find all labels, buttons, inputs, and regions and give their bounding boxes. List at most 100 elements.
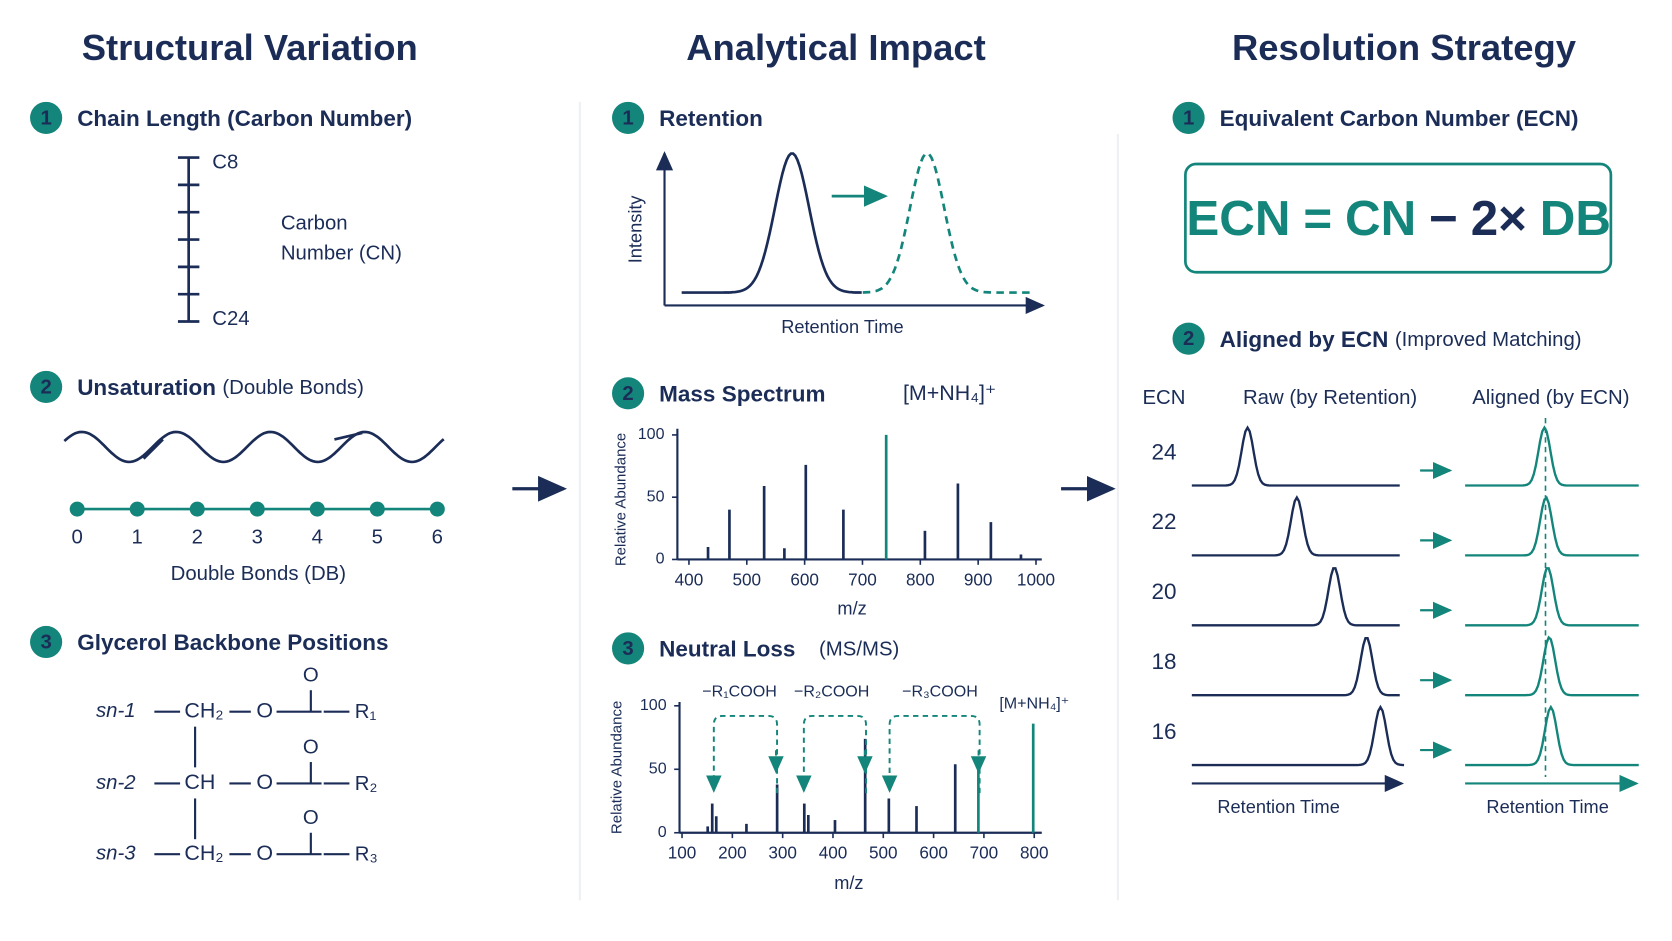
heading-text: Retention	[659, 106, 763, 131]
step-badge	[612, 632, 645, 665]
heading-text: Neutral Loss	[659, 636, 795, 661]
x-tick-label: 700	[970, 843, 999, 863]
db-tick-label: 6	[432, 526, 443, 548]
peak	[681, 152, 862, 294]
formula-box	[1184, 162, 1613, 274]
raw-peak	[1191, 495, 1400, 557]
x-tick-label: 900	[964, 569, 993, 589]
section-heading: Mass Spectrum	[659, 381, 825, 406]
step-number: 2	[40, 376, 51, 398]
loss-label: [M+NH₄]⁺	[999, 694, 1069, 712]
ecn-label: 18	[1151, 649, 1176, 674]
raw-peak	[1191, 425, 1400, 487]
step-number: 3	[40, 631, 51, 653]
step-badge	[1172, 322, 1205, 355]
x-tick-label: 400	[675, 569, 704, 589]
axis-label: Relative Abundance	[608, 701, 625, 834]
oxygen: O	[256, 770, 273, 794]
loss-label: −R₁COOH	[702, 683, 777, 701]
y-tick-label: 50	[647, 487, 665, 505]
db-tick-label: 3	[252, 526, 263, 548]
x-tick-label: 400	[819, 843, 848, 863]
column-title: Structural Variation	[82, 27, 418, 68]
heading-note: (Improved Matching)	[1395, 329, 1582, 351]
db-dot	[429, 501, 445, 517]
aligned-peak	[1465, 495, 1639, 557]
y-tick-label: 100	[638, 425, 665, 443]
x-tick-label: 800	[906, 569, 935, 589]
loss-arrow	[796, 714, 867, 794]
step-badge	[612, 377, 645, 410]
group: CH₂	[184, 841, 223, 865]
step-number: 1	[1183, 107, 1194, 129]
y-tick-label: 0	[656, 550, 665, 568]
axis-label: Intensity	[625, 195, 645, 264]
label: Aligned (by ECN)	[1472, 387, 1629, 409]
step-number: 1	[622, 107, 633, 129]
x-tick-label: 100	[668, 843, 697, 863]
heading-text: Unsaturation	[77, 375, 216, 400]
step-number: 2	[1183, 328, 1194, 350]
axis-label: Retention Time	[1217, 797, 1339, 817]
formula-part: CN	[1345, 191, 1416, 246]
x-tick-label: 1000	[1017, 569, 1055, 589]
aligned-peak	[1465, 567, 1639, 627]
heading-text: Aligned by ECN	[1220, 327, 1389, 352]
y-tick-label: 50	[649, 760, 667, 778]
formula-part: ECN	[1186, 191, 1290, 246]
step-badge	[1172, 101, 1205, 134]
formula-part: DB	[1540, 191, 1611, 246]
step-badge	[30, 370, 63, 403]
label: Carbon	[281, 212, 348, 234]
x-tick-label: 600	[919, 843, 948, 863]
db-dot	[129, 501, 145, 517]
db-dot	[189, 501, 205, 517]
chain: R₁	[355, 701, 377, 723]
section-heading: Chain Length (Carbon Number)	[77, 106, 412, 131]
ecn-label: 16	[1151, 719, 1176, 744]
heading-note: (Double Bonds)	[222, 377, 363, 399]
heading-note: (MS/MS)	[819, 639, 899, 661]
db-tick-label: 2	[192, 526, 203, 548]
db-tick-label: 0	[72, 526, 83, 548]
column-title: Analytical Impact	[686, 27, 986, 68]
ecn-label: 20	[1151, 579, 1176, 604]
label: Double Bonds (DB)	[171, 563, 346, 585]
x-tick-label: 300	[768, 843, 797, 863]
label: Raw (by Retention)	[1243, 387, 1417, 409]
chain: R₃	[355, 844, 378, 866]
step-badge	[30, 101, 63, 134]
db-dot	[309, 501, 325, 517]
db-tick-label: 5	[372, 526, 383, 548]
group: CH₂	[184, 698, 223, 722]
axis-label: Relative Abundance	[613, 433, 630, 566]
loss-arrow	[706, 714, 779, 794]
aligned-peak	[1465, 704, 1639, 767]
ecn-label: 24	[1151, 439, 1176, 464]
x-tick-label: 600	[790, 569, 819, 589]
step-number: 2	[622, 383, 633, 405]
chain: R₂	[355, 773, 378, 795]
formula: ECN = CN −2× DB	[1186, 191, 1611, 246]
loss-label: −R₂COOH	[794, 683, 869, 701]
formula-part: −	[1429, 191, 1458, 246]
x-tick-label: 700	[848, 569, 877, 589]
step-badge	[612, 101, 645, 134]
heading-text: Glycerol Backbone Positions	[77, 630, 388, 655]
heading-text: Equivalent Carbon Number (ECN)	[1220, 106, 1579, 131]
section-heading: Aligned by ECN (Improved Matching)	[1220, 327, 1582, 352]
db-tick-label: 1	[132, 526, 143, 548]
y-tick-label: 0	[658, 823, 667, 841]
hydrocarbon-wave	[63, 430, 445, 464]
formula-part: =	[1303, 191, 1332, 246]
annotation: [M+NH₄]⁺	[903, 381, 996, 405]
x-tick-label: 500	[869, 843, 898, 863]
raw-peak	[1191, 637, 1400, 697]
db-dot	[249, 501, 265, 517]
y-tick-label: 100	[640, 696, 667, 714]
shifted-peak	[862, 151, 1035, 294]
ecn-label: 22	[1151, 509, 1176, 534]
column-title: Resolution Strategy	[1232, 27, 1577, 68]
